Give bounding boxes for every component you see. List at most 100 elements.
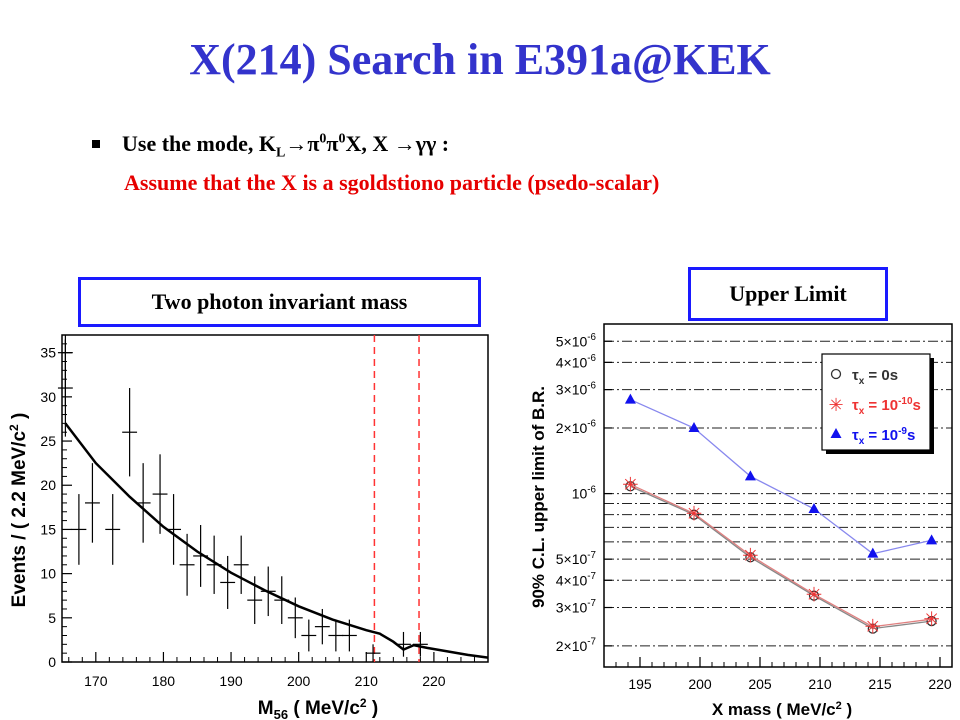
left-x-tick-label: 220 <box>422 673 446 689</box>
right-x-tick-label: 205 <box>748 676 772 692</box>
right-y-tick-label: 5×10-7 <box>556 550 596 567</box>
legend-label: τx = 0s <box>852 367 898 387</box>
bullet-pi-2: π <box>326 131 339 156</box>
data-point <box>71 494 87 565</box>
left-y-tick-label: 25 <box>40 433 56 449</box>
data-point <box>328 619 344 652</box>
data-point <box>152 454 168 534</box>
legend-star-icon: ✳ <box>828 395 843 415</box>
bullet-sup-2: 0 <box>338 131 346 147</box>
open-circle-marker <box>808 590 820 601</box>
left-y-tick-label: 0 <box>48 654 56 670</box>
right-y-tick-label: 4×10-6 <box>556 353 597 370</box>
left-plot-frame <box>61 334 489 663</box>
series-line <box>630 485 932 630</box>
data-point <box>287 597 303 639</box>
bullet-k-subscript: L <box>275 145 286 161</box>
right-y-tick-label: 2×10-7 <box>556 637 596 654</box>
legend-entry: τx = 10-9s <box>830 426 915 447</box>
star-marker: ✳ <box>806 584 823 606</box>
left-y-tick-label: 20 <box>40 477 56 493</box>
legend-box <box>821 353 931 451</box>
data-point <box>247 576 263 624</box>
left-x-tick-label: 200 <box>287 673 311 689</box>
left-y-tick-label: 35 <box>40 345 56 361</box>
triangle-marker <box>867 547 879 558</box>
left-y-tick-label: 5 <box>48 610 56 626</box>
data-point <box>365 644 381 662</box>
bullet-sup-1: 0 <box>319 131 327 147</box>
data-point <box>233 535 249 594</box>
right-y-tick-label: 3×10-7 <box>556 598 596 615</box>
right-x-tick-label: 215 <box>868 676 892 692</box>
right-plot-y-axis-label: 90% C.L. upper limit of B.R. <box>529 386 548 608</box>
left-y-tick-label: 15 <box>40 521 56 537</box>
series-0 <box>625 481 937 634</box>
data-point <box>206 535 222 594</box>
series-line <box>630 399 932 555</box>
data-point <box>179 533 195 596</box>
data-point <box>412 631 428 657</box>
bullet-prefix: Use the mode, K <box>122 131 276 156</box>
data-point <box>301 619 317 652</box>
right-y-tick-label: 3×10-6 <box>556 380 597 397</box>
upper-limit-plot: ✳ ✳ ✳ ✳ ✳ ✳ 2×10-7 3×10-7 4×10-7 5×10-7 10-6 2×10-… <box>520 322 960 720</box>
data-point <box>220 555 236 609</box>
triangle-marker <box>624 393 636 404</box>
bullet-rest: X, X →γγ : <box>345 131 450 156</box>
bullet-square-icon <box>92 140 100 148</box>
right-x-tick-label: 210 <box>808 676 832 692</box>
star-marker: ✳ <box>923 609 940 631</box>
right-plot-x-axis-label: X mass ( MeV/c2 ) <box>712 700 852 719</box>
right-x-tick-label: 195 <box>628 676 652 692</box>
right-x-tick-label: 220 <box>928 676 952 692</box>
legend-entry: τx = 0s <box>830 367 898 387</box>
open-circle-marker <box>745 552 756 563</box>
right-y-tick-label: 4×10-7 <box>556 571 596 588</box>
star-marker: ✳ <box>686 504 703 526</box>
right-y-tick-label: 2×10-6 <box>556 419 597 436</box>
series-2 <box>624 393 938 558</box>
left-plot-x-axis-label: M56 ( MeV/c2 ) <box>258 696 378 720</box>
left-x-tick-label: 210 <box>355 673 379 689</box>
left-y-tick-label: 30 <box>40 389 56 405</box>
left-chart-label-box: Two photon invariant mass <box>78 277 481 327</box>
bullet-item: Use the mode, KL→π0π0X, X →γγ : <box>92 131 449 161</box>
data-point <box>314 608 330 645</box>
left-x-tick-label: 180 <box>152 673 176 689</box>
series-1: ✳ ✳ ✳ ✳ ✳ ✳ <box>622 475 940 639</box>
legend-entry: ✳ τx = 10-10s <box>828 395 920 417</box>
right-y-tick-label: 10-6 <box>572 484 597 501</box>
legend-triangle-icon <box>830 428 842 438</box>
right-chart-label-box: Upper Limit <box>688 267 888 321</box>
legend-label: τx = 10-9s <box>852 426 915 447</box>
series-line <box>630 483 932 628</box>
data-point <box>341 619 357 652</box>
data-point <box>260 566 276 617</box>
star-marker: ✳ <box>864 617 881 639</box>
left-x-tick-label: 190 <box>219 673 243 689</box>
bullet-arrow-pi: →π <box>285 131 320 156</box>
star-marker: ✳ <box>742 545 759 567</box>
open-circle-marker <box>926 615 937 627</box>
data-point <box>193 525 209 587</box>
invariant-mass-histogram: 0 5 10 15 20 25 30 35 170 180 190 200 210 220 Events … <box>0 310 500 720</box>
triangle-marker <box>926 534 938 545</box>
right-y-tick-label: 5×10-6 <box>556 332 597 349</box>
data-point <box>274 576 290 624</box>
legend-label: τx = 10-10s <box>852 396 921 417</box>
left-plot-background <box>0 310 500 720</box>
triangle-marker <box>688 421 700 432</box>
left-x-tick-label: 170 <box>84 673 108 689</box>
assumption-note: Assume that the X is a sgoldstiono parti… <box>124 170 660 195</box>
open-circle-marker <box>867 623 878 634</box>
left-y-tick-label: 10 <box>40 566 56 582</box>
data-point <box>122 388 138 477</box>
data-point <box>396 631 411 657</box>
data-point <box>84 463 100 543</box>
right-x-tick-label: 200 <box>688 676 712 692</box>
left-plot-y-axis-label: Events / ( 2.2 MeV/c2 ) <box>7 413 30 608</box>
triangle-marker <box>744 470 756 481</box>
triangle-marker <box>808 502 820 513</box>
